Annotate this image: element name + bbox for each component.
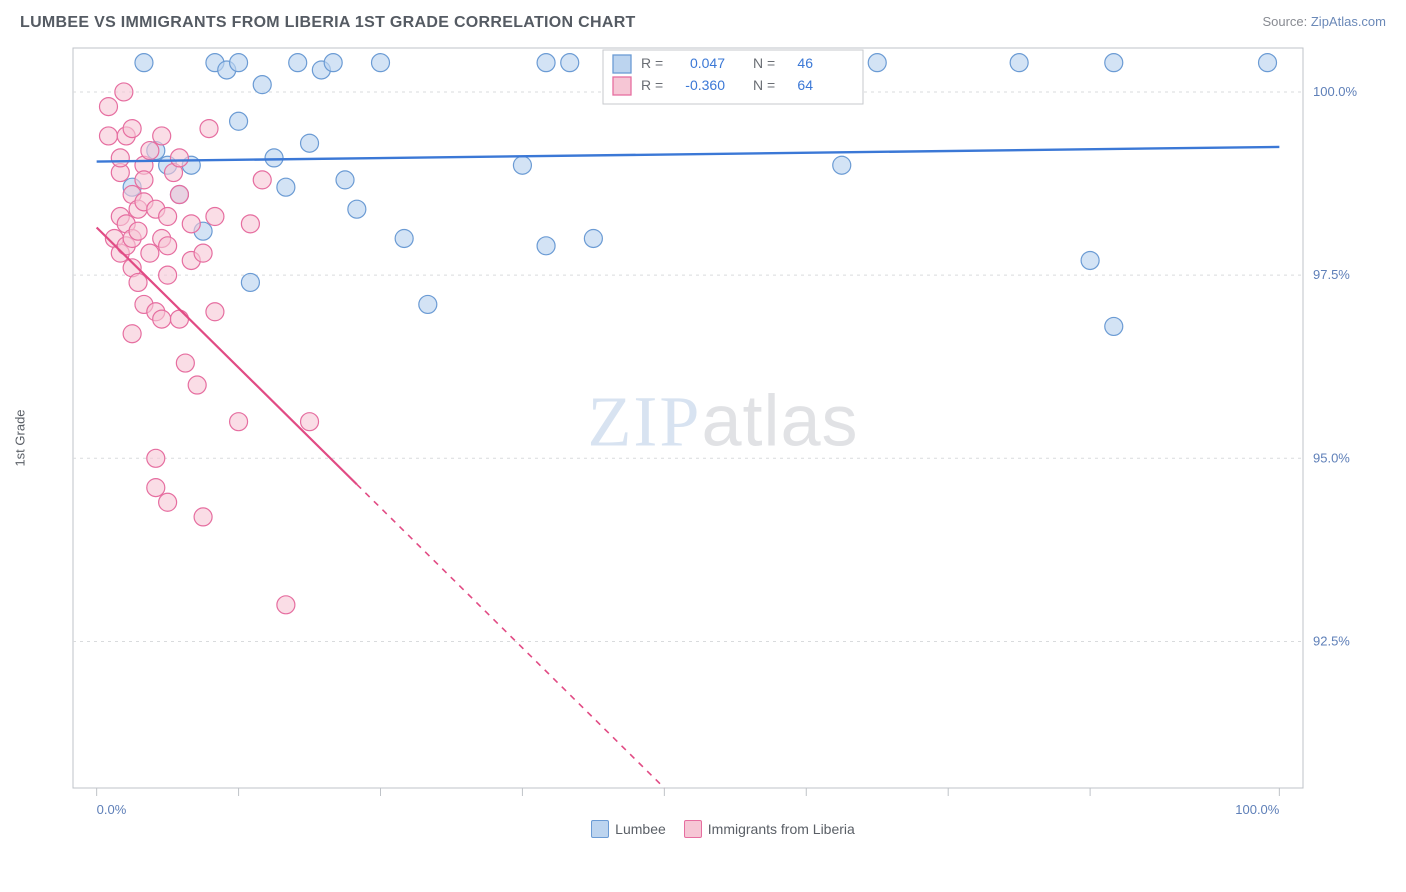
stats-r-label: R = xyxy=(641,55,663,71)
stats-swatch-lumbee xyxy=(613,55,631,73)
point-liberia xyxy=(176,354,194,372)
point-liberia xyxy=(182,215,200,233)
point-lumbee xyxy=(336,171,354,189)
point-liberia xyxy=(153,310,171,328)
x-tick-left: 0.0% xyxy=(97,802,127,817)
chart-area: 1st Grade ZIPatlas 92.5%95.0%97.5%100.0%… xyxy=(60,38,1386,838)
point-liberia xyxy=(301,413,319,431)
point-lumbee xyxy=(348,200,366,218)
y-tick-label: 97.5% xyxy=(1313,267,1350,282)
point-liberia xyxy=(194,508,212,526)
x-tick-right: 100.0% xyxy=(1235,802,1280,817)
legend-label-lumbee: Lumbee xyxy=(615,821,666,837)
y-axis-label: 1st Grade xyxy=(13,409,28,466)
y-tick-label: 95.0% xyxy=(1313,450,1350,465)
chart-header: LUMBEE VS IMMIGRANTS FROM LIBERIA 1ST GR… xyxy=(0,0,1406,38)
point-liberia xyxy=(153,127,171,145)
point-liberia xyxy=(277,596,295,614)
point-liberia xyxy=(188,376,206,394)
legend-label-liberia: Immigrants from Liberia xyxy=(708,821,855,837)
point-lumbee xyxy=(513,156,531,174)
point-liberia xyxy=(170,186,188,204)
point-lumbee xyxy=(1105,317,1123,335)
point-lumbee xyxy=(537,237,555,255)
point-lumbee xyxy=(1105,54,1123,72)
point-lumbee xyxy=(253,76,271,94)
point-liberia xyxy=(129,273,147,291)
point-lumbee xyxy=(584,229,602,247)
y-tick-label: 92.5% xyxy=(1313,633,1350,648)
source-prefix: Source: xyxy=(1262,14,1310,29)
point-lumbee xyxy=(1259,54,1277,72)
legend-swatch-liberia xyxy=(684,820,702,838)
point-lumbee xyxy=(241,273,259,291)
stats-swatch-liberia xyxy=(613,77,631,95)
point-liberia xyxy=(159,208,177,226)
point-lumbee xyxy=(868,54,886,72)
point-lumbee xyxy=(419,295,437,313)
point-lumbee xyxy=(277,178,295,196)
source-link[interactable]: ZipAtlas.com xyxy=(1311,14,1386,29)
point-lumbee xyxy=(561,54,579,72)
stats-n-value: 64 xyxy=(797,77,813,93)
legend-item-lumbee: Lumbee xyxy=(591,820,666,838)
point-liberia xyxy=(170,310,188,328)
legend-swatch-lumbee xyxy=(591,820,609,838)
point-liberia xyxy=(129,222,147,240)
point-liberia xyxy=(115,83,133,101)
legend-item-liberia: Immigrants from Liberia xyxy=(684,820,855,838)
point-liberia xyxy=(170,149,188,167)
stats-n-label: N = xyxy=(753,77,775,93)
point-lumbee xyxy=(230,54,248,72)
point-liberia xyxy=(159,493,177,511)
point-lumbee xyxy=(230,112,248,130)
point-lumbee xyxy=(289,54,307,72)
point-lumbee xyxy=(1010,54,1028,72)
stats-n-value: 46 xyxy=(797,55,813,71)
point-liberia xyxy=(141,142,159,160)
point-lumbee xyxy=(395,229,413,247)
point-lumbee xyxy=(301,134,319,152)
bottom-legend: Lumbee Immigrants from Liberia xyxy=(60,820,1386,838)
point-lumbee xyxy=(1081,251,1099,269)
point-lumbee xyxy=(833,156,851,174)
point-liberia xyxy=(135,171,153,189)
stats-n-label: N = xyxy=(753,55,775,71)
stats-r-value: 0.047 xyxy=(690,55,725,71)
point-liberia xyxy=(99,98,117,116)
point-liberia xyxy=(111,149,129,167)
point-liberia xyxy=(99,127,117,145)
source-attribution: Source: ZipAtlas.com xyxy=(1262,14,1386,29)
point-liberia xyxy=(206,303,224,321)
chart-title: LUMBEE VS IMMIGRANTS FROM LIBERIA 1ST GR… xyxy=(20,14,636,32)
point-liberia xyxy=(123,325,141,343)
point-lumbee xyxy=(135,54,153,72)
scatter-chart-svg: 92.5% 95.0% 97.5% 100.0% 0.0% 100.0% R = 0.047 N… xyxy=(60,38,1386,838)
point-liberia xyxy=(159,237,177,255)
point-liberia xyxy=(147,479,165,497)
point-lumbee xyxy=(265,149,283,167)
point-liberia xyxy=(147,449,165,467)
point-lumbee xyxy=(372,54,390,72)
point-liberia xyxy=(141,244,159,262)
point-liberia xyxy=(241,215,259,233)
point-lumbee xyxy=(537,54,555,72)
point-liberia xyxy=(253,171,271,189)
point-liberia xyxy=(230,413,248,431)
stats-r-label: R = xyxy=(641,77,663,93)
point-lumbee xyxy=(324,54,342,72)
point-liberia xyxy=(194,244,212,262)
point-liberia xyxy=(123,120,141,138)
point-liberia xyxy=(206,208,224,226)
stats-r-value: -0.360 xyxy=(685,77,725,93)
y-tick-label: 100.0% xyxy=(1313,84,1358,99)
point-liberia xyxy=(200,120,218,138)
point-liberia xyxy=(159,266,177,284)
